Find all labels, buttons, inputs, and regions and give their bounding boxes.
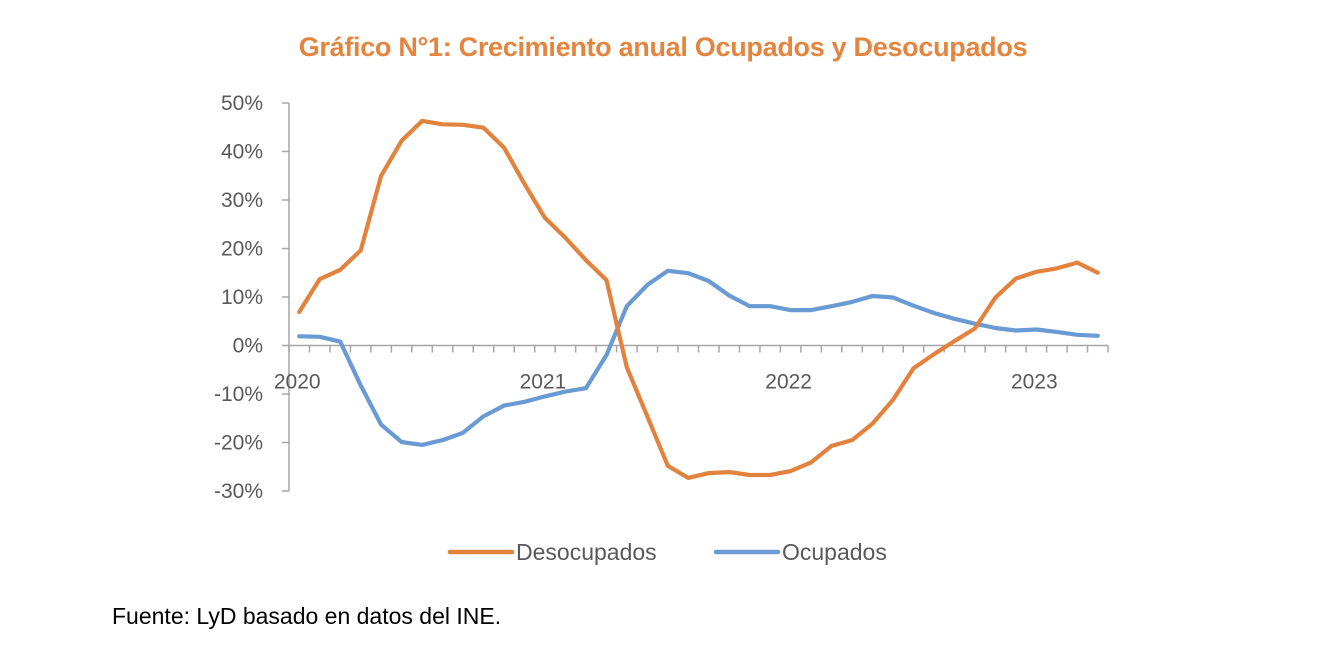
legend: Desocupados Ocupados (447, 539, 887, 565)
y-tick-label: 30% (221, 189, 263, 212)
legend-label-desocupados: Desocupados (516, 539, 657, 565)
series-desocupados (297, 118, 1100, 480)
chart-title: Gráfico N°1: Crecimiento anual Ocupados … (298, 32, 1028, 62)
y-tick-label: -30% (214, 480, 263, 503)
x-tick-label: 2022 (765, 371, 812, 394)
legend-label-ocupados: Ocupados (782, 539, 887, 565)
y-tick-label: -10% (214, 383, 263, 406)
y-tick-label: -20% (214, 432, 263, 455)
series-layer (297, 118, 1100, 480)
source-note: Fuente: LyD basado en datos del INE. (112, 603, 502, 629)
x-tick-label: 2020 (274, 371, 321, 394)
series-ocupados (297, 268, 1100, 447)
y-axis: -30% -20% -10% 0% 10% 20% 30% 40% 50% (214, 92, 290, 503)
legend-item-ocupados: Ocupados (713, 539, 887, 565)
y-tick-label: 50% (221, 92, 263, 115)
x-tick-label: 2021 (520, 371, 567, 394)
y-tick-label: 40% (221, 141, 263, 164)
y-tick-label: 20% (221, 238, 263, 261)
y-tick-label: 10% (221, 286, 263, 309)
x-axis: 2020 2021 2022 2023 (274, 344, 1109, 394)
legend-item-desocupados: Desocupados (447, 539, 657, 565)
series-line-desocupados (297, 118, 1100, 480)
y-tick-label: 0% (233, 335, 263, 358)
x-tick-label: 2023 (1011, 371, 1058, 394)
series-line-ocupados (297, 268, 1100, 447)
